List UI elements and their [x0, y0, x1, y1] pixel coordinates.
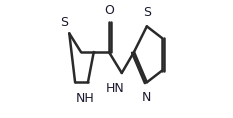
Text: NH: NH: [76, 92, 95, 105]
Text: O: O: [104, 4, 114, 17]
Text: S: S: [143, 6, 151, 19]
Text: N: N: [142, 91, 151, 104]
Text: S: S: [60, 16, 68, 29]
Text: HN: HN: [106, 82, 125, 95]
